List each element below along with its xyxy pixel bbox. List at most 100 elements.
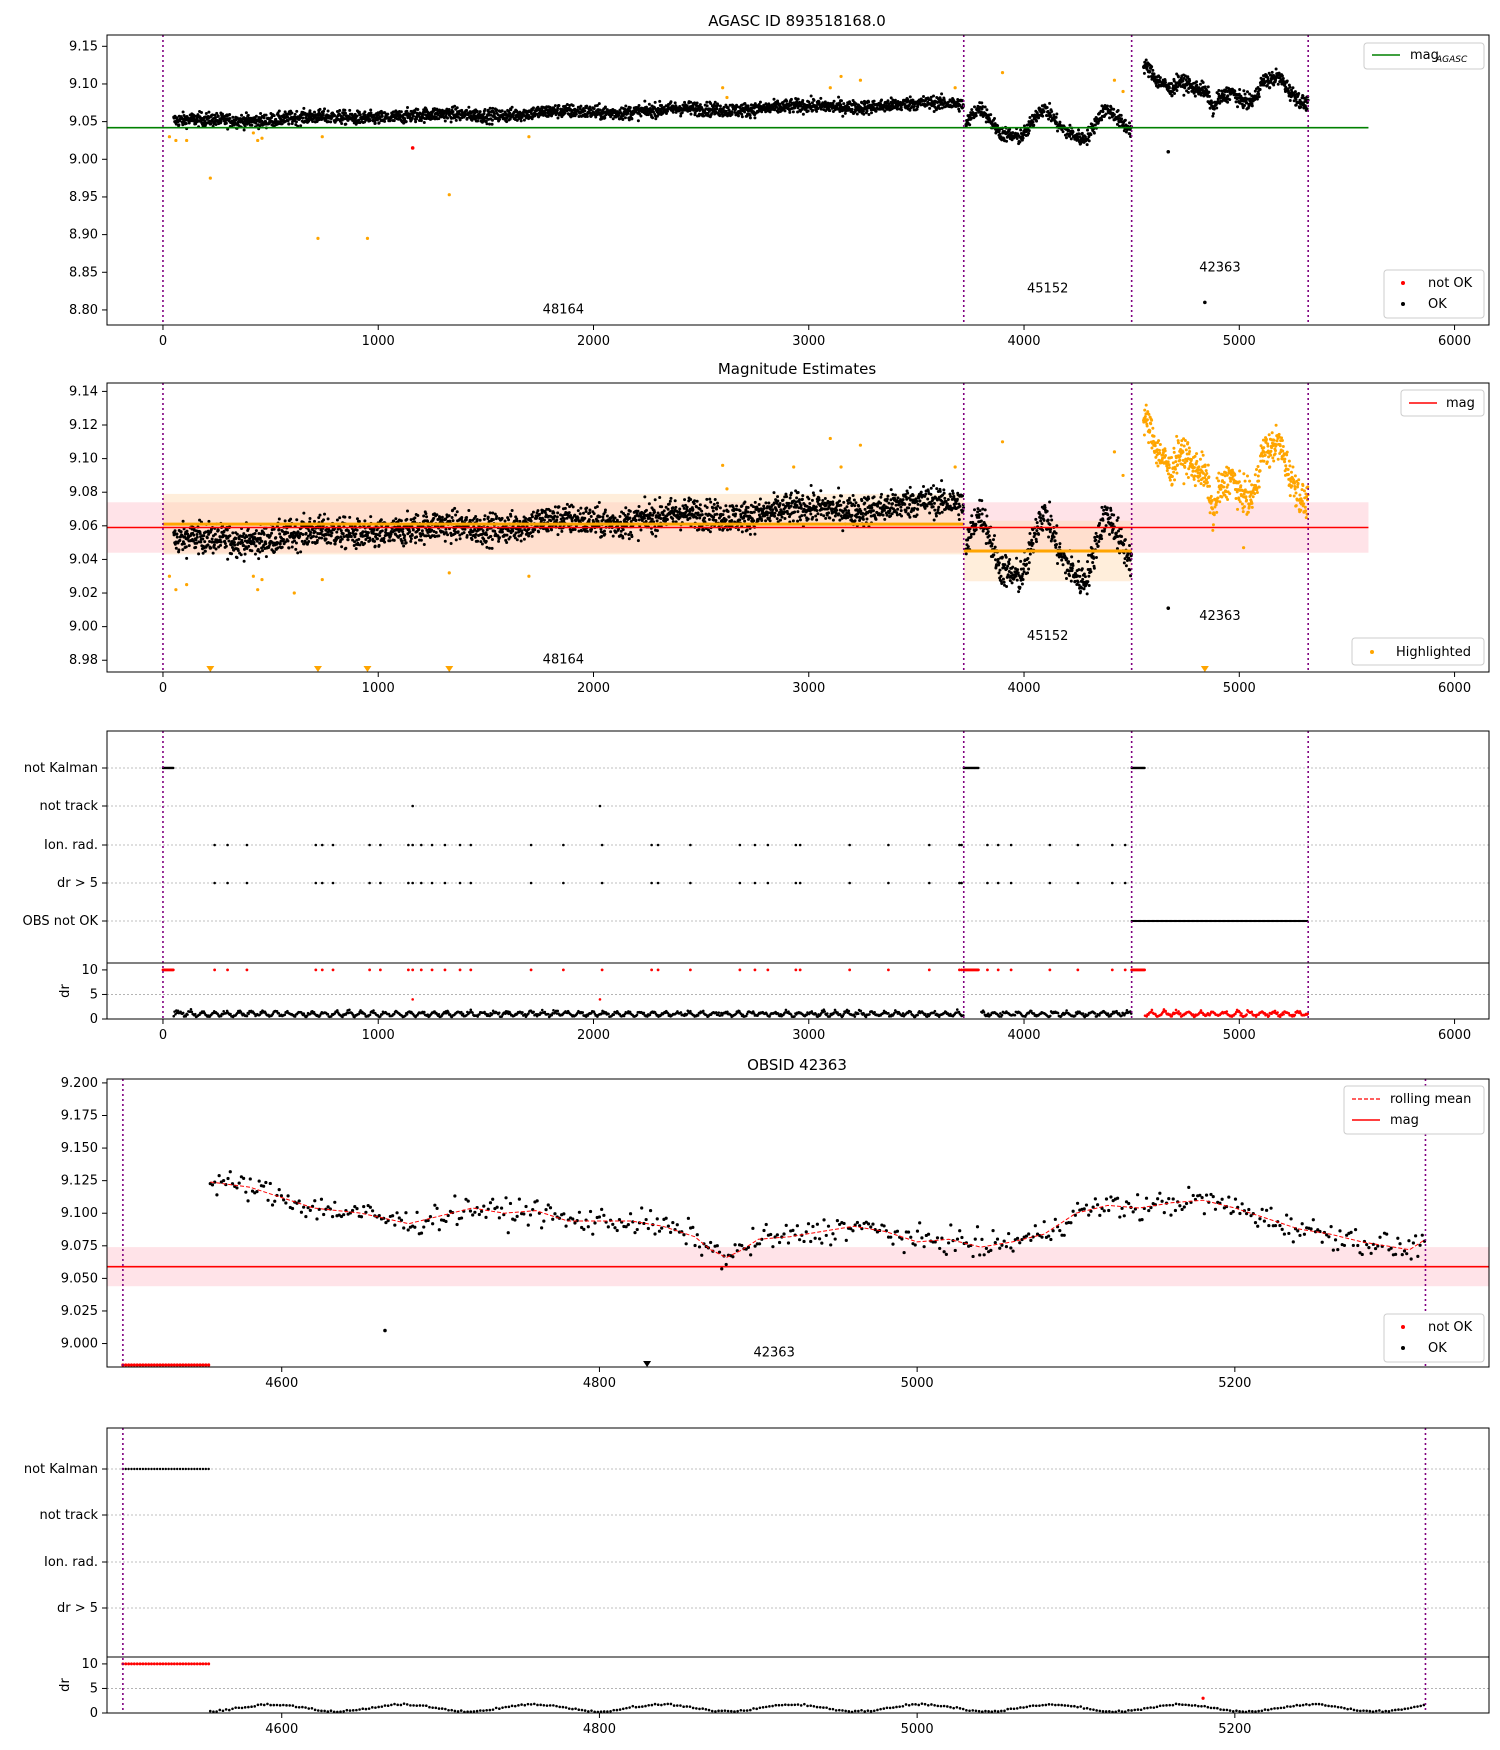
data-point — [214, 547, 218, 551]
data-point — [322, 518, 326, 522]
data-point — [634, 518, 638, 522]
data-point — [630, 117, 634, 121]
data-point — [409, 539, 413, 543]
data-point — [500, 516, 504, 520]
data-point — [355, 528, 359, 532]
data-point — [743, 110, 747, 114]
data-point — [705, 100, 709, 104]
data-point — [329, 120, 333, 124]
data-point — [485, 122, 489, 126]
data-point — [272, 114, 276, 118]
data-point — [264, 542, 268, 546]
data-point — [630, 535, 634, 539]
data-point — [197, 552, 201, 556]
data-point — [235, 556, 239, 560]
data-point — [402, 544, 406, 548]
data-point — [451, 110, 455, 114]
data-point — [241, 541, 245, 545]
data-point — [373, 544, 377, 548]
data-point — [624, 506, 628, 510]
data-point — [210, 113, 214, 117]
data-point — [467, 509, 471, 513]
data-point — [1234, 100, 1238, 104]
data-point — [277, 517, 281, 521]
data-point — [843, 111, 847, 115]
data-point — [409, 518, 413, 522]
data-point — [480, 542, 484, 546]
data-point — [278, 542, 282, 546]
data-point — [383, 540, 387, 544]
data-point — [425, 515, 429, 519]
data-point — [576, 509, 580, 513]
data-point — [233, 543, 237, 547]
data-point — [1211, 114, 1215, 118]
legend-mag-agasc-label: mag — [1410, 48, 1439, 63]
data-point — [533, 528, 537, 532]
data-point — [1054, 120, 1058, 124]
data-point — [1195, 83, 1199, 87]
data-point — [621, 528, 625, 532]
data-point — [1049, 114, 1053, 118]
data-point — [424, 512, 428, 516]
data-point — [175, 532, 179, 536]
data-point — [1031, 120, 1035, 124]
data-point — [277, 109, 281, 113]
data-point — [247, 544, 251, 548]
data-point — [683, 100, 687, 104]
data-point — [507, 518, 511, 522]
data-point — [1100, 118, 1104, 122]
data-point — [295, 109, 299, 113]
data-point — [475, 518, 479, 522]
data-point — [495, 514, 499, 518]
data-point — [443, 539, 447, 543]
data-point — [363, 541, 367, 545]
data-point — [216, 114, 220, 118]
data-point — [1037, 116, 1041, 120]
data-point — [262, 116, 266, 120]
data-point — [200, 110, 204, 114]
data-point — [240, 113, 244, 117]
data-point — [329, 534, 333, 538]
data-point — [996, 124, 1000, 128]
data-point — [1257, 95, 1261, 99]
data-point — [211, 551, 215, 555]
data-point — [721, 86, 725, 90]
data-point — [261, 549, 265, 553]
data-point — [740, 112, 744, 116]
data-point — [357, 537, 361, 541]
data-point — [832, 99, 836, 103]
data-point — [998, 132, 1002, 136]
data-point — [404, 541, 408, 545]
data-point — [242, 532, 246, 536]
data-point — [437, 534, 441, 538]
data-point — [1148, 69, 1152, 73]
data-point — [340, 537, 344, 541]
data-point — [1041, 114, 1045, 118]
data-point — [596, 519, 600, 523]
data-point — [455, 106, 459, 110]
data-point — [1080, 131, 1084, 135]
data-point — [446, 116, 450, 120]
data-point — [338, 516, 342, 520]
data-point — [736, 114, 740, 118]
data-point — [415, 535, 419, 539]
data-point — [338, 108, 342, 112]
data-point — [589, 515, 593, 519]
data-point — [1243, 92, 1247, 96]
data-point — [260, 119, 264, 123]
data-point — [705, 104, 709, 108]
data-point — [219, 119, 223, 123]
data-point — [1166, 149, 1171, 154]
data-point — [343, 108, 347, 112]
data-point — [921, 94, 925, 98]
data-point — [476, 119, 480, 123]
data-point — [514, 531, 518, 535]
x-tick-label: 1000 — [362, 334, 395, 349]
data-point — [626, 512, 630, 516]
data-point — [409, 537, 413, 541]
legend-ok-label: OK — [1428, 297, 1447, 312]
data-point — [399, 519, 403, 523]
data-point — [992, 116, 996, 120]
data-point — [187, 544, 191, 548]
data-point — [254, 114, 258, 118]
